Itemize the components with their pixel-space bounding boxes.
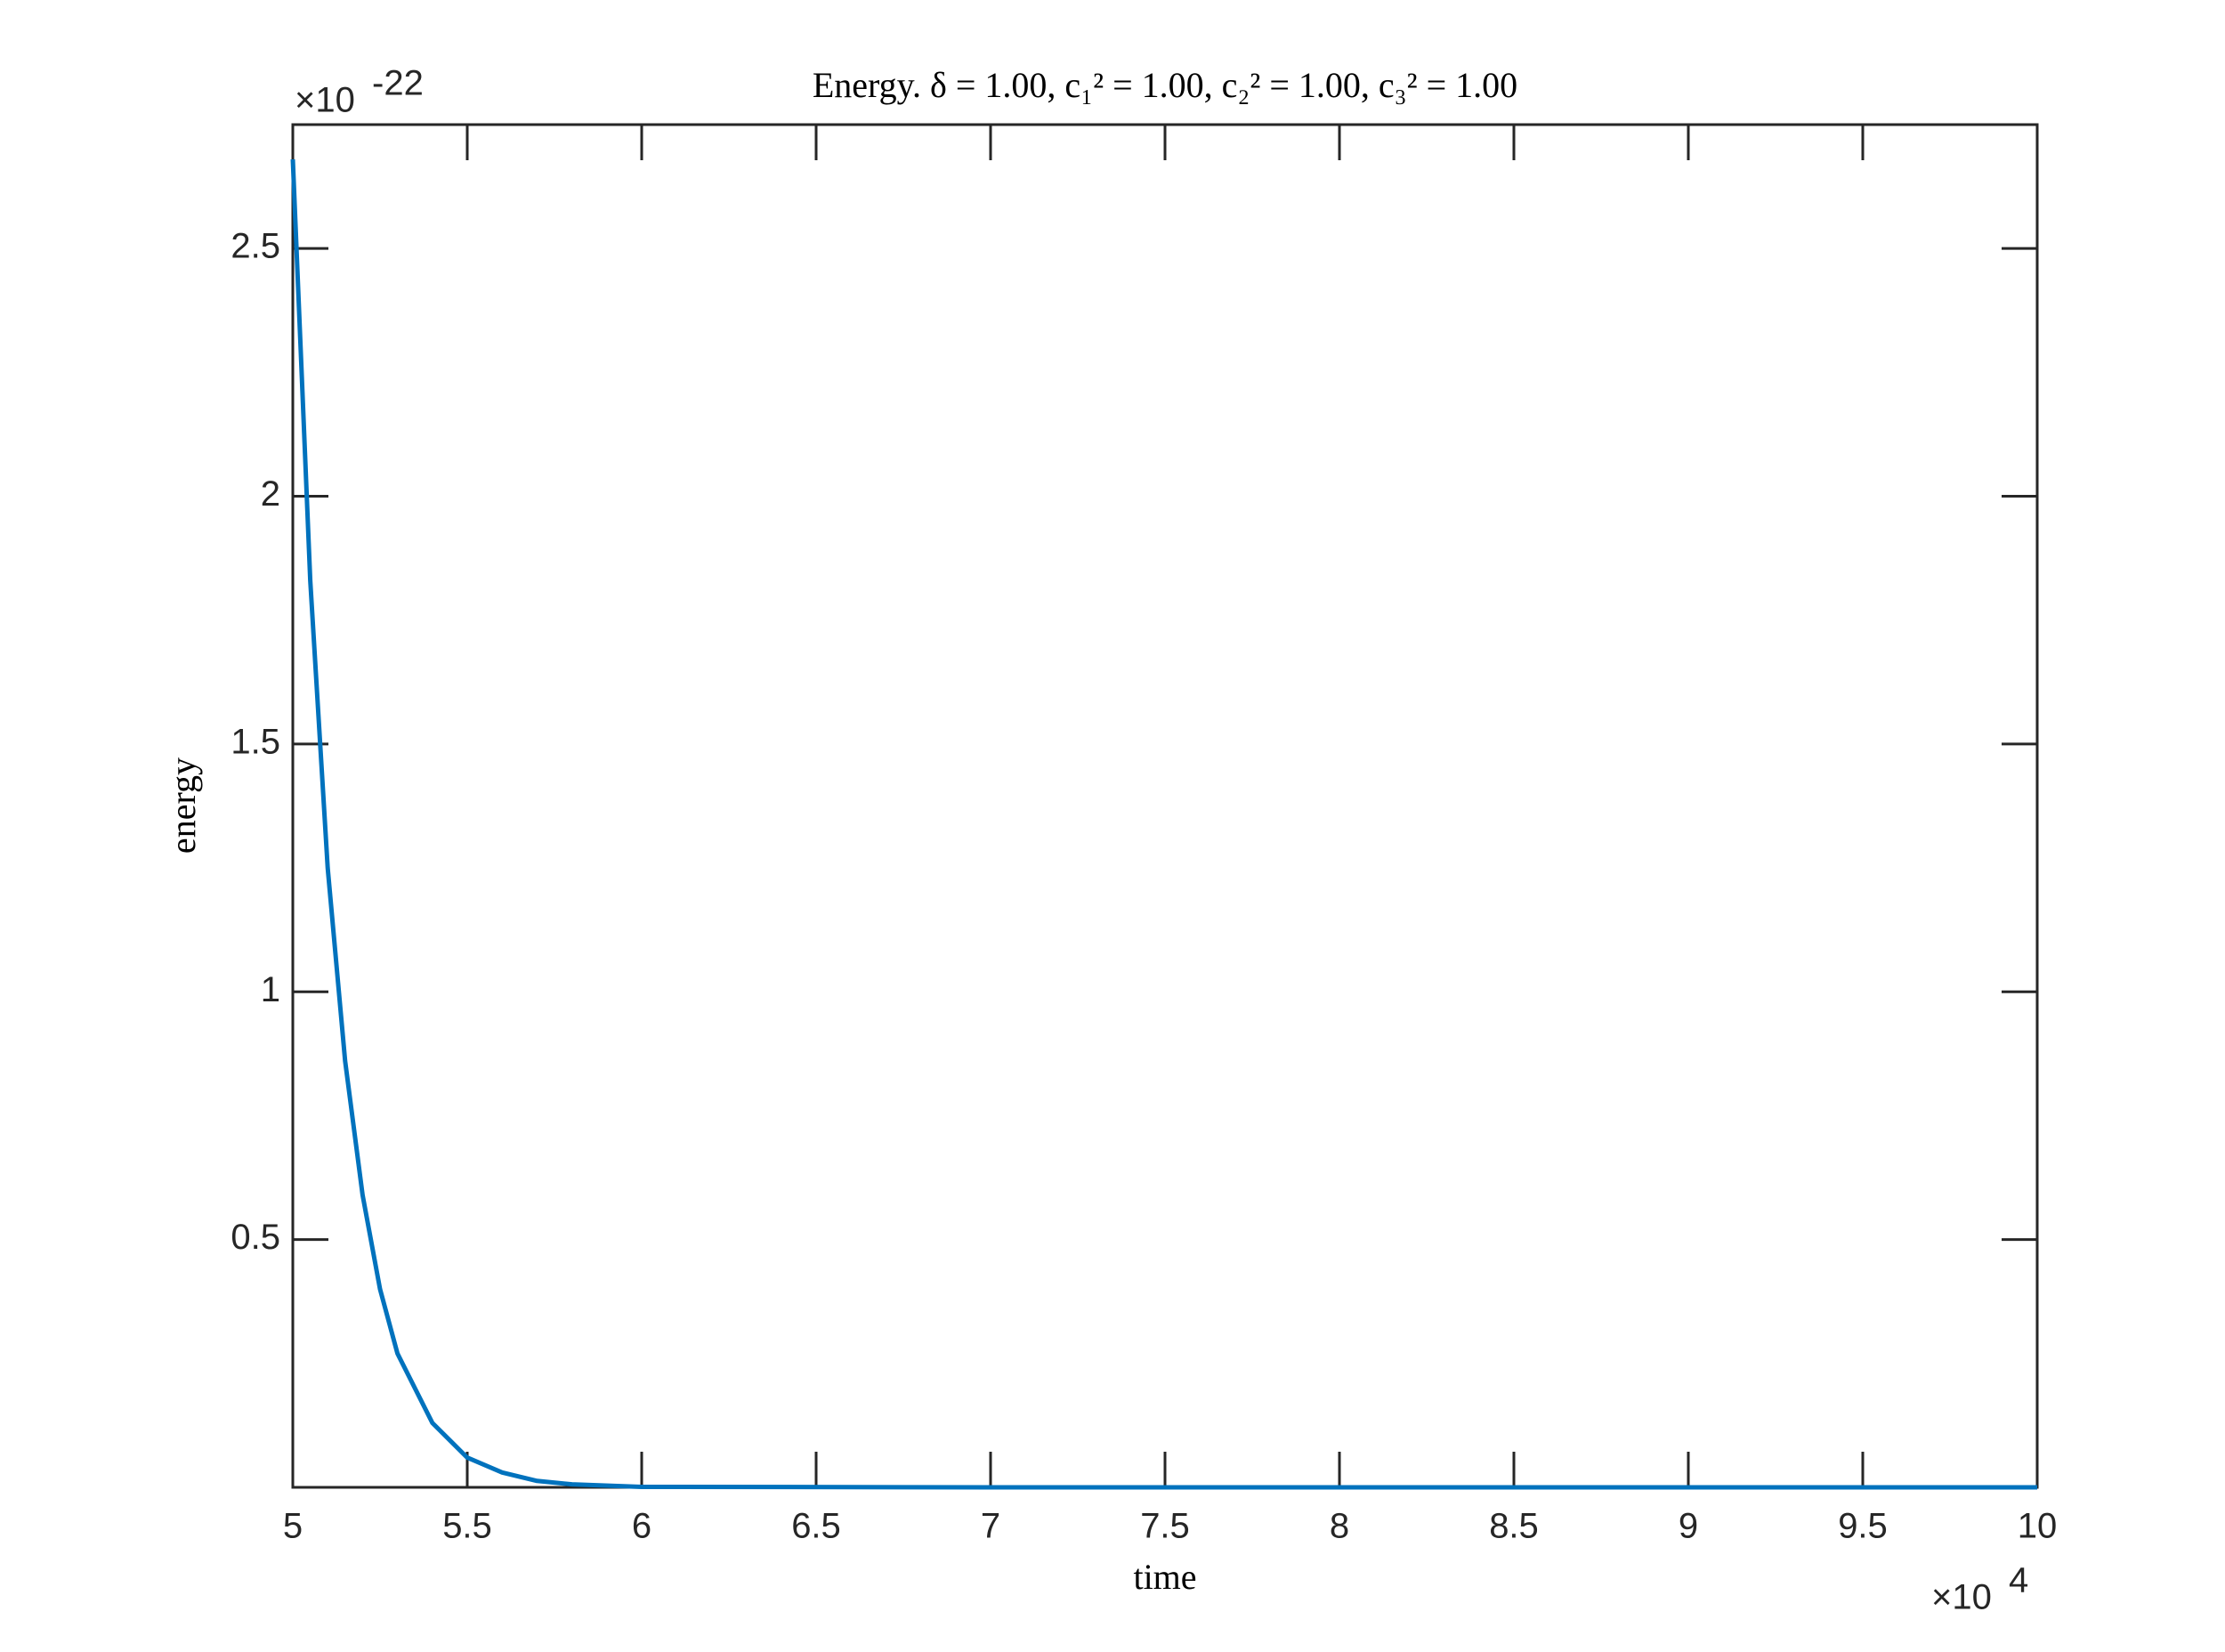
- y-tick-label: 1.5: [231, 722, 280, 761]
- x-tick-label: 7.5: [1140, 1507, 1190, 1546]
- x-tick-label: 7: [981, 1507, 1000, 1546]
- data-line: [290, 158, 2037, 1490]
- x-tick-label: 9.5: [1838, 1507, 1888, 1546]
- x-multiplier: ×10: [1931, 1578, 1992, 1617]
- y-tick-label: 2: [261, 474, 280, 514]
- y-axis-label: energy: [163, 757, 203, 854]
- y-multiplier: ×10: [295, 81, 355, 120]
- x-tick-label: 6: [632, 1507, 651, 1546]
- y-tick-label: 0.5: [231, 1218, 280, 1257]
- chart-title: Energy. δ = 1.00, c₁² = 1.00, c₂² = 1.00…: [813, 65, 1517, 105]
- x-multiplier-power: 4: [2009, 1561, 2028, 1600]
- x-tick-label: 9: [1679, 1507, 1698, 1546]
- y-multiplier-power: -22: [372, 64, 424, 103]
- x-tick-label: 8.5: [1489, 1507, 1539, 1546]
- x-tick-label: 5.5: [442, 1507, 492, 1546]
- y-tick-label: 1: [261, 970, 280, 1009]
- x-tick-label: 10: [2018, 1507, 2058, 1546]
- y-tick-label: 2.5: [231, 227, 280, 266]
- x-tick-label: 5: [283, 1507, 303, 1546]
- x-tick-label: 6.5: [791, 1507, 841, 1546]
- x-tick-label: 8: [1330, 1507, 1349, 1546]
- plot-frame: [291, 123, 2039, 1489]
- x-axis-label: time: [1133, 1557, 1196, 1597]
